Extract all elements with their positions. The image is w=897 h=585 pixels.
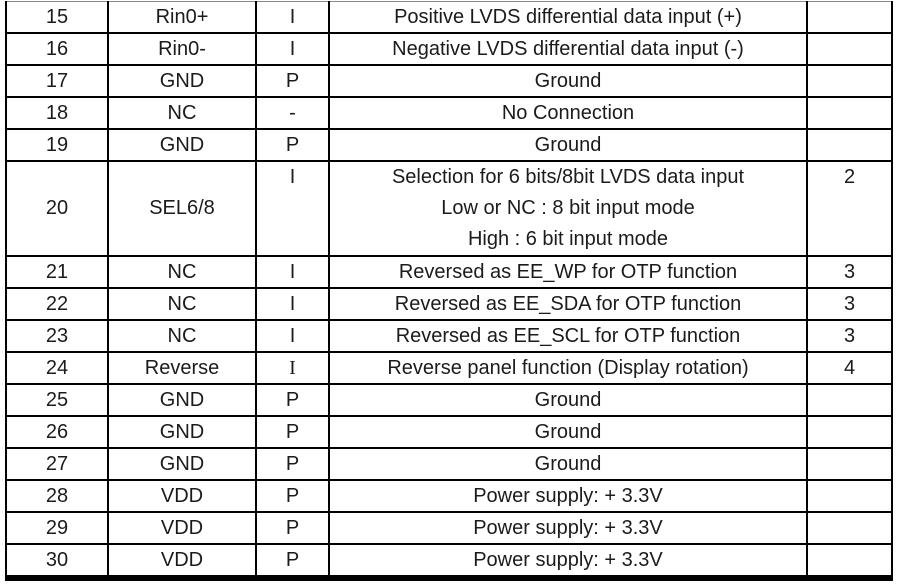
note-cell	[806, 479, 893, 513]
io-type-cell: P	[255, 447, 330, 481]
description-cell: Negative LVDS differential data input (-…	[328, 32, 808, 66]
symbol-cell: VDD	[107, 511, 257, 545]
table-row: 23 NC I Reversed as EE_SCL for OTP funct…	[5, 319, 893, 353]
symbol-cell: NC	[107, 96, 257, 130]
table-row: 30 VDD P Power supply: + 3.3V	[5, 543, 893, 581]
io-type-cell: I	[255, 160, 330, 257]
note-cell	[806, 1, 893, 34]
description-cell: Ground	[328, 447, 808, 481]
symbol-cell: SEL6/8	[107, 160, 257, 257]
note-cell	[806, 447, 893, 481]
symbol-cell: NC	[107, 319, 257, 353]
description-cell: Power supply: + 3.3V	[328, 543, 808, 581]
symbol-cell: NC	[107, 287, 257, 321]
table-row: 15 Rin0+ I Positive LVDS differential da…	[5, 1, 893, 34]
io-type-cell: P	[255, 511, 330, 545]
symbol-cell: GND	[107, 447, 257, 481]
pin-number-cell: 19	[5, 128, 109, 162]
io-type-cell: P	[255, 543, 330, 581]
pin-number-cell: 29	[5, 511, 109, 545]
description-cell: Reversed as EE_WP for OTP function	[328, 255, 808, 289]
pin-number-cell: 25	[5, 383, 109, 417]
table-row: 27 GND P Ground	[5, 447, 893, 481]
symbol-cell: Rin0+	[107, 1, 257, 34]
table-row: 18 NC - No Connection	[5, 96, 893, 130]
table-row: 20 SEL6/8 I Selection for 6 bits/8bit LV…	[5, 160, 893, 257]
pin-number-cell: 18	[5, 96, 109, 130]
pin-number-cell: 16	[5, 32, 109, 66]
note-cell	[806, 543, 893, 581]
table-row: 22 NC I Reversed as EE_SDA for OTP funct…	[5, 287, 893, 321]
table-row: 28 VDD P Power supply: + 3.3V	[5, 479, 893, 513]
io-type-cell: P	[255, 479, 330, 513]
symbol-cell: GND	[107, 383, 257, 417]
description-cell: Power supply: + 3.3V	[328, 511, 808, 545]
table-row: 25 GND P Ground	[5, 383, 893, 417]
description-cell: Ground	[328, 383, 808, 417]
note-cell: 2	[806, 160, 893, 257]
symbol-cell: GND	[107, 64, 257, 98]
note-cell	[806, 32, 893, 66]
io-type-cell: I	[255, 319, 330, 353]
pin-number-cell: 23	[5, 319, 109, 353]
note-cell: 3	[806, 319, 893, 353]
description-cell: No Connection	[328, 96, 808, 130]
note-cell	[806, 383, 893, 417]
description-cell: Reversed as EE_SDA for OTP function	[328, 287, 808, 321]
pin-number-cell: 21	[5, 255, 109, 289]
table-row: 17 GND P Ground	[5, 64, 893, 98]
pin-description-table: 15 Rin0+ I Positive LVDS differential da…	[5, 1, 893, 581]
note-cell	[806, 415, 893, 449]
note-cell	[806, 64, 893, 98]
io-type-cell: P	[255, 64, 330, 98]
table-row: 16 Rin0- I Negative LVDS differential da…	[5, 32, 893, 66]
description-cell: Ground	[328, 64, 808, 98]
io-type-cell: I	[255, 1, 330, 34]
description-cell: Power supply: + 3.3V	[328, 479, 808, 513]
io-type-cell: P	[255, 415, 330, 449]
pin-number-cell: 27	[5, 447, 109, 481]
pin-number-cell: 20	[5, 160, 109, 257]
io-type-cell: P	[255, 128, 330, 162]
table-row: 24 Reverse I Reverse panel function (Dis…	[5, 351, 893, 385]
note-cell	[806, 511, 893, 545]
io-type-cell: P	[255, 383, 330, 417]
symbol-cell: VDD	[107, 543, 257, 581]
note-cell: 4	[806, 351, 893, 385]
description-cell: Reverse panel function (Display rotation…	[328, 351, 808, 385]
description-cell: Ground	[328, 128, 808, 162]
pin-number-cell: 17	[5, 64, 109, 98]
table-row: 29 VDD P Power supply: + 3.3V	[5, 511, 893, 545]
pin-number-cell: 28	[5, 479, 109, 513]
description-cell: Ground	[328, 415, 808, 449]
description-cell: Positive LVDS differential data input (+…	[328, 1, 808, 34]
symbol-cell: GND	[107, 128, 257, 162]
symbol-cell: Rin0-	[107, 32, 257, 66]
note-cell	[806, 96, 893, 130]
io-type-cell: I	[255, 287, 330, 321]
pin-number-cell: 15	[5, 1, 109, 34]
pin-number-cell: 24	[5, 351, 109, 385]
note-cell: 3	[806, 255, 893, 289]
pin-number-cell: 30	[5, 543, 109, 581]
pin-number-cell: 22	[5, 287, 109, 321]
io-type-cell: I	[255, 351, 330, 385]
description-cell: Selection for 6 bits/8bit LVDS data inpu…	[328, 160, 808, 257]
description-cell: Reversed as EE_SCL for OTP function	[328, 319, 808, 353]
io-type-cell: I	[255, 32, 330, 66]
symbol-cell: GND	[107, 415, 257, 449]
io-type-cell: I	[255, 255, 330, 289]
note-cell: 3	[806, 287, 893, 321]
pin-number-cell: 26	[5, 415, 109, 449]
table-row: 26 GND P Ground	[5, 415, 893, 449]
table-row: 21 NC I Reversed as EE_WP for OTP functi…	[5, 255, 893, 289]
pin-table-body: 15 Rin0+ I Positive LVDS differential da…	[5, 1, 893, 581]
symbol-cell: Reverse	[107, 351, 257, 385]
note-cell	[806, 128, 893, 162]
symbol-cell: NC	[107, 255, 257, 289]
table-row: 19 GND P Ground	[5, 128, 893, 162]
io-type-cell: -	[255, 96, 330, 130]
symbol-cell: VDD	[107, 479, 257, 513]
